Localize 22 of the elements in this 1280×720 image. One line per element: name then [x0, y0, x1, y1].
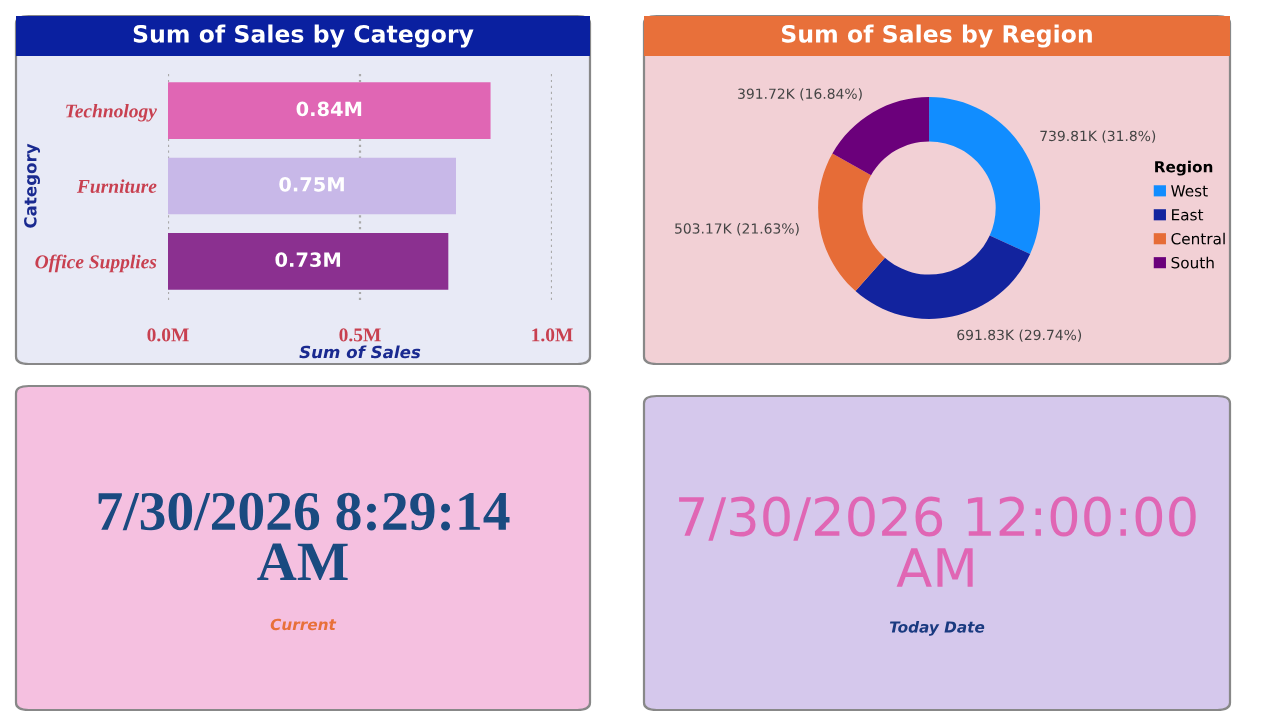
donut-slice [818, 153, 885, 292]
x-tick-label: 1.0M [532, 328, 573, 342]
y-tick-label: Furniture [76, 179, 157, 193]
y-tick-label: Office Supplies [35, 254, 157, 273]
y-tick-label: Technology [66, 103, 157, 122]
y-axis-title: Category [24, 143, 40, 228]
donut-slice [832, 97, 930, 176]
chart-title: Sum of Sales by Region [781, 24, 1092, 48]
donut-slice [855, 235, 1031, 319]
text: 7/30/2026 8:29:14 AM [98, 492, 510, 581]
donut-slice [929, 97, 1041, 254]
x-tick-label: 0.0M [147, 328, 189, 342]
x-axis-title: Sum of Sales [299, 345, 421, 359]
data-label: 0.75M [279, 176, 344, 192]
text: 7/30/2026 12:00:00 AM [679, 496, 1196, 587]
bar [168, 82, 491, 139]
chart-title: Sum of Sales by Category [133, 24, 474, 48]
x-tick-label: 0.5M [339, 328, 381, 342]
data-label: 0.84M [296, 101, 362, 117]
data-label: 0.73M [275, 252, 341, 268]
bar [168, 233, 449, 290]
bar [168, 157, 456, 215]
